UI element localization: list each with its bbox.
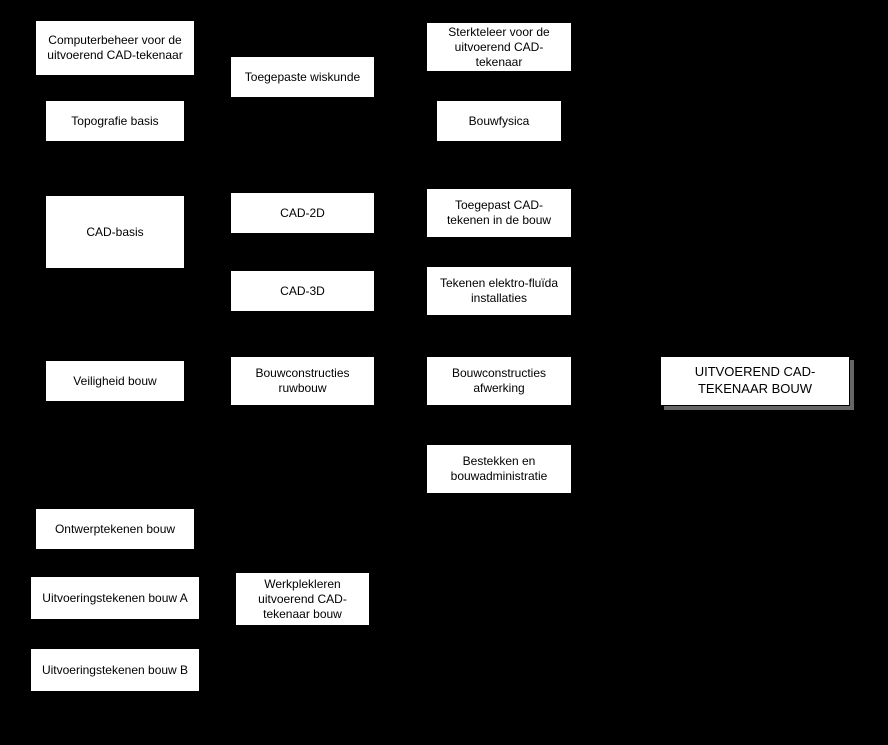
node-n_wiskunde: Toegepaste wiskunde: [230, 56, 375, 98]
node-n_toegepastcad: Toegepast CAD-tekenen in de bouw: [426, 188, 572, 238]
node-n_ontwerptekenen: Ontwerptekenen bouw: [35, 508, 195, 550]
node-n_afwerking: Bouwconstructies afwerking: [426, 356, 572, 406]
node-n_elektrofluida: Tekenen elektro-fluïda installaties: [426, 266, 572, 316]
node-n_topografie: Topografie basis: [45, 100, 185, 142]
node-n_bouwfysica: Bouwfysica: [436, 100, 562, 142]
terminal-label: UITVOEREND CAD- TEKENAAR BOUW: [671, 364, 839, 398]
node-n_cad2d: CAD-2D: [230, 192, 375, 234]
terminal-node: UITVOEREND CAD- TEKENAAR BOUW: [660, 356, 850, 406]
node-n_cadbasis: CAD-basis: [45, 195, 185, 269]
node-n_uitvoerB: Uitvoeringstekenen bouw B: [30, 648, 200, 692]
node-n_werkplekleren: Werkplekleren uitvoerend CAD-tekenaar bo…: [235, 572, 370, 626]
node-n_ruwbouw: Bouwconstructies ruwbouw: [230, 356, 375, 406]
node-n_computerbeheer: Computerbeheer voor de uitvoerend CAD-te…: [35, 20, 195, 76]
node-n_veiligheid: Veiligheid bouw: [45, 360, 185, 402]
node-n_sterkteleer: Sterkteleer voor de uitvoerend CAD-teken…: [426, 22, 572, 72]
node-n_bestekken: Bestekken en bouwadministratie: [426, 444, 572, 494]
node-n_uitvoerA: Uitvoeringstekenen bouw A: [30, 576, 200, 620]
node-n_cad3d: CAD-3D: [230, 270, 375, 312]
